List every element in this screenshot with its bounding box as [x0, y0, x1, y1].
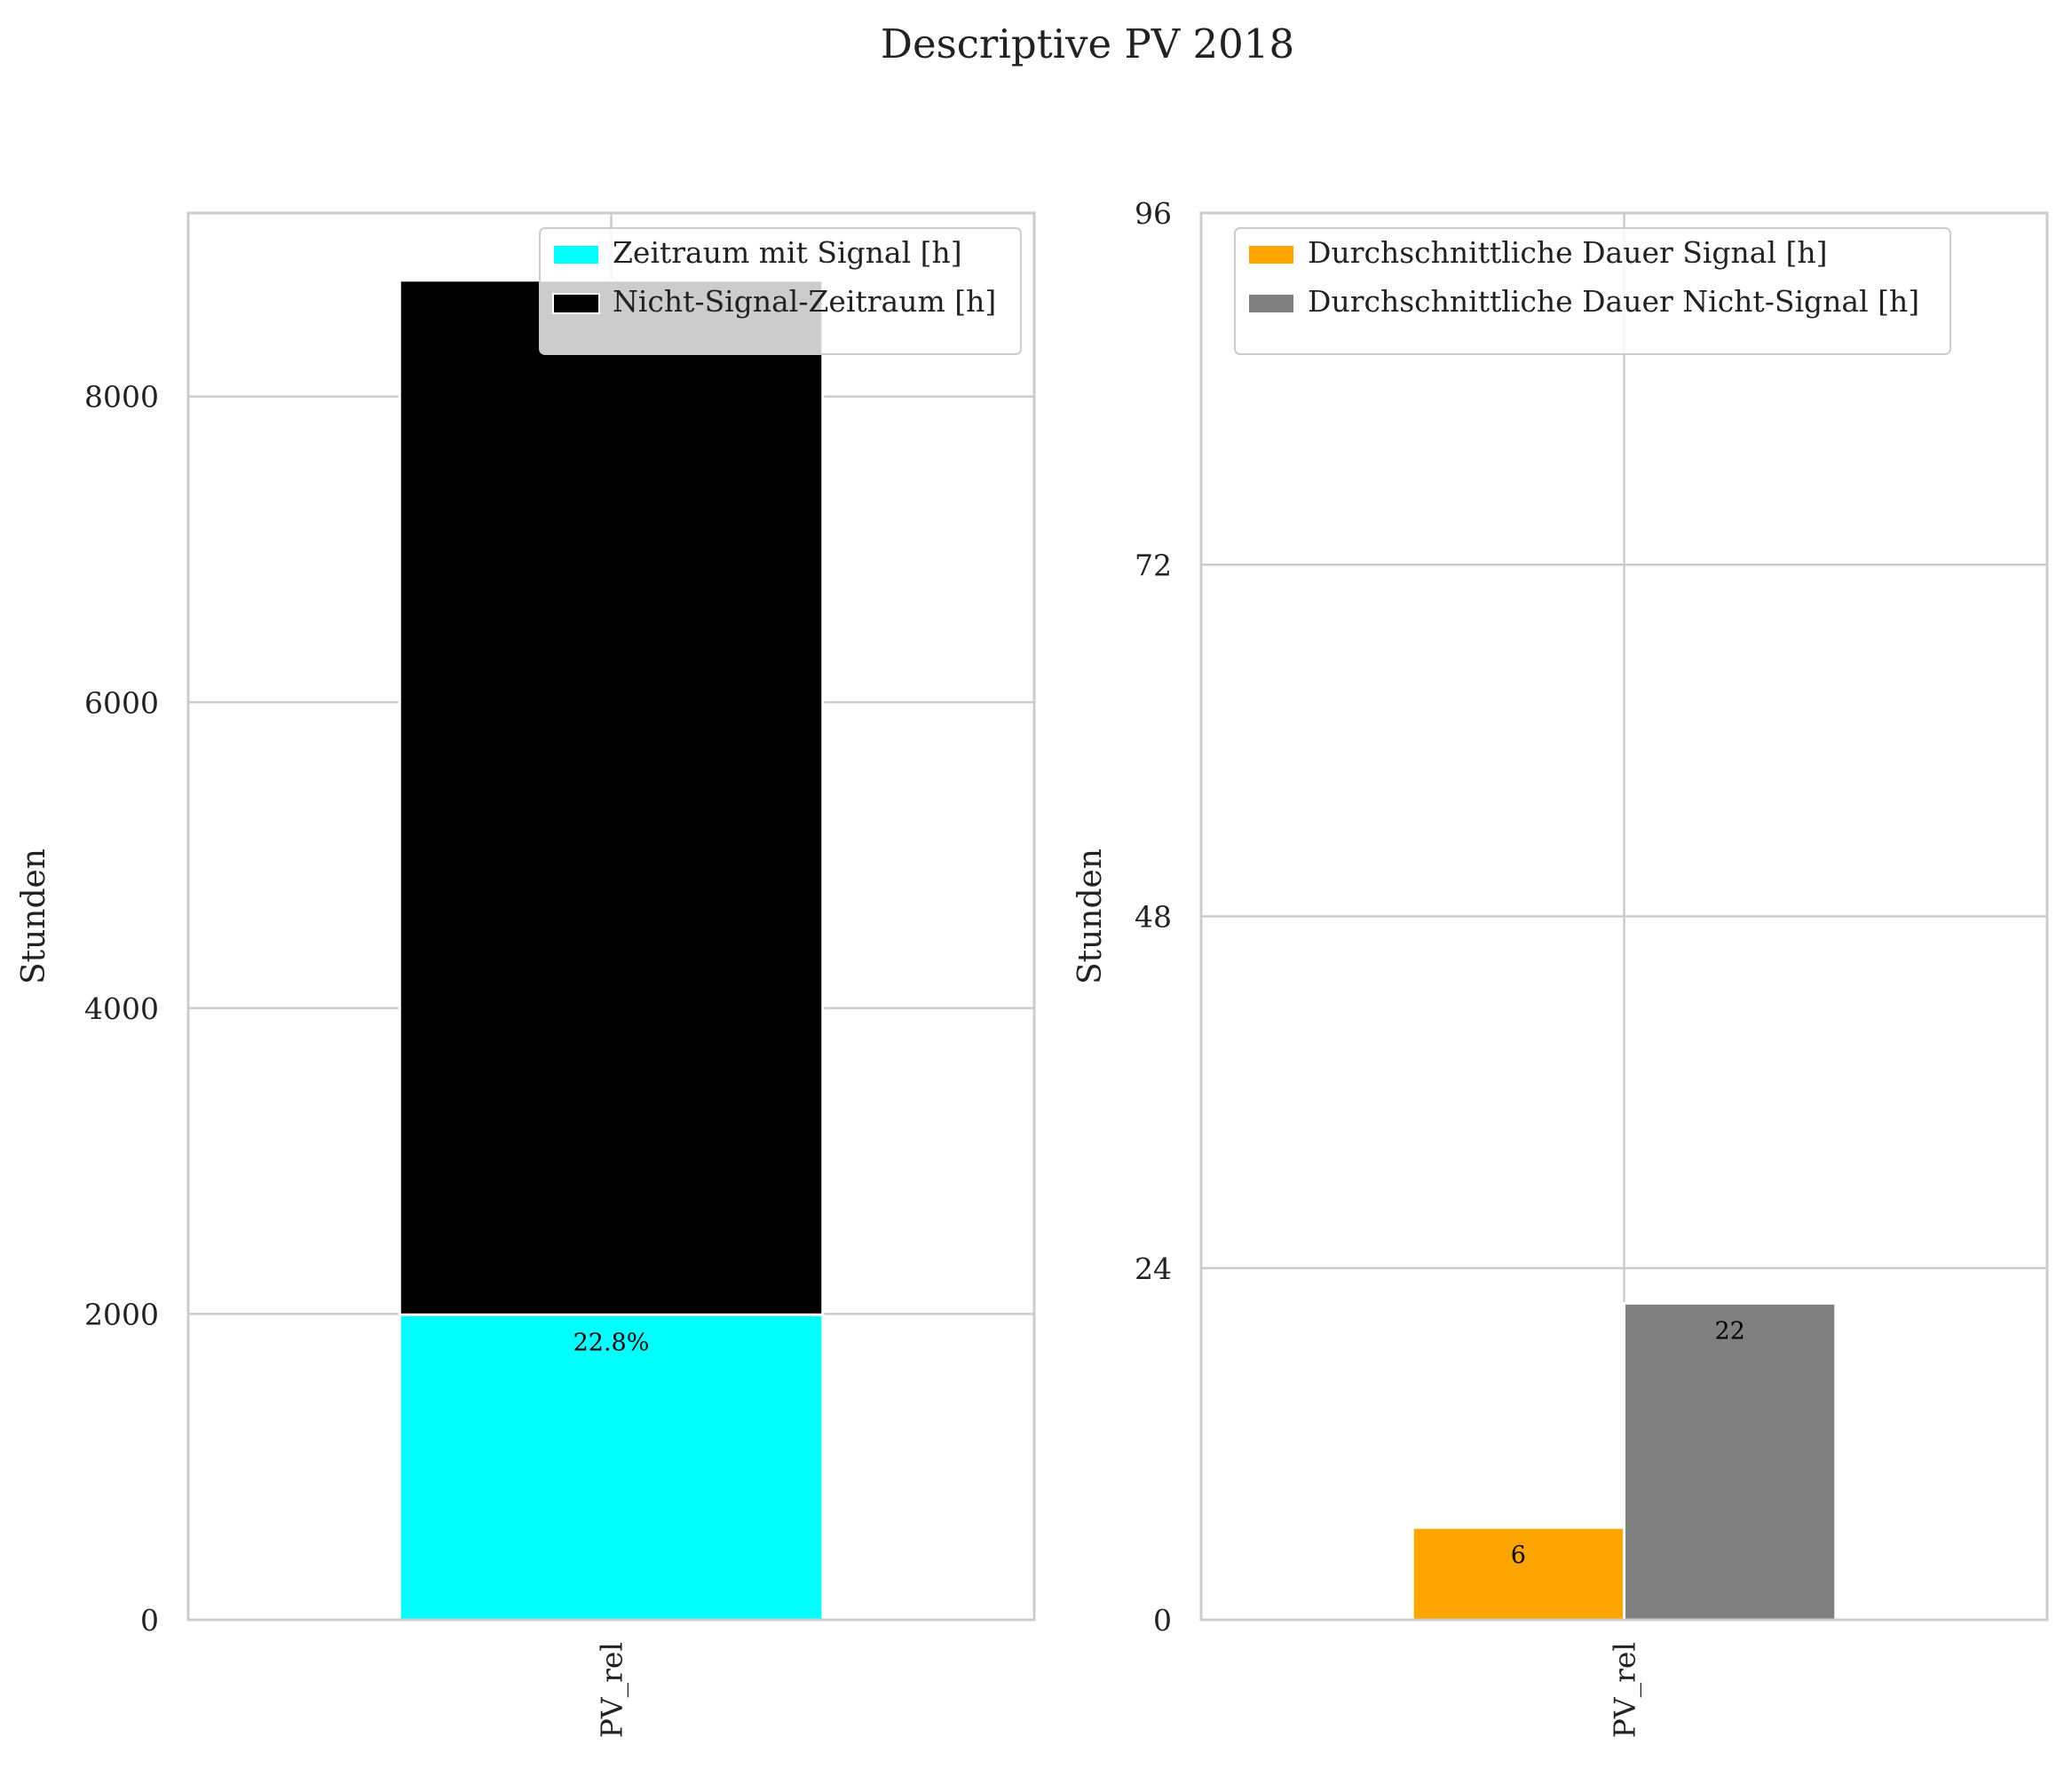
x-tick-label: PV_rel [1608, 1642, 1643, 1738]
y-axis-label: Stunden [16, 849, 52, 984]
legend-label: Zeitraum mit Signal [h] [613, 235, 962, 270]
stacked-bar-chart: 0 2000 4000 6000 8000 22.8% PV_rel Stunden Zeitr… [16, 211, 1036, 1738]
legend-box [1234, 227, 1951, 355]
y-tick-label: 2000 [84, 1297, 159, 1331]
bar [1623, 1301, 1838, 1622]
axes-frame [1199, 211, 2049, 1622]
y-tick-label: 72 [1135, 548, 1172, 582]
bar-segment [398, 1313, 825, 1622]
bar-data-label: 6 [1511, 1542, 1526, 1569]
legend-label: Durchschnittliche Dauer Nicht-Signal [h] [1308, 284, 1919, 319]
legend-swatch [552, 293, 600, 314]
y-tick-label: 8000 [84, 380, 159, 414]
legend-swatch [552, 244, 600, 265]
legend: Zeitraum mit Signal [h] Nicht-Signal-Zeit… [539, 227, 1022, 355]
y-tick-label: 24 [1135, 1251, 1172, 1286]
y-tick-label: 48 [1135, 900, 1172, 935]
legend-label: Durchschnittliche Dauer Signal [h] [1308, 235, 1828, 270]
y-tick-label: 96 [1135, 196, 1172, 231]
legend-swatch [1247, 244, 1295, 265]
y-tick-label: 0 [140, 1603, 159, 1638]
bar-segment [398, 279, 825, 1316]
y-tick-label: 6000 [84, 685, 159, 720]
legend-label: Nicht-Signal-Zeitraum [h] [613, 284, 996, 319]
legend-swatch [1247, 293, 1295, 314]
y-axis-label: Stunden [1072, 849, 1109, 984]
legend-box [539, 227, 1022, 355]
figure-title: Descriptive PV 2018 [881, 20, 1294, 67]
bar-data-label: 22.8% [573, 1329, 650, 1356]
bar [1411, 1526, 1625, 1622]
x-tick-label: PV_rel [595, 1642, 630, 1738]
axes-frame [186, 211, 1036, 1622]
bar-data-label: 22 [1714, 1317, 1744, 1345]
y-tick-label: 4000 [84, 991, 159, 1026]
legend: Durchschnittliche Dauer Signal [h] Durchs… [1234, 227, 1951, 355]
grouped-bar-chart: 0 24 48 72 96 6 22 PV_rel Stunden Durchschnittlic… [1072, 196, 2049, 1738]
y-tick-label: 0 [1153, 1603, 1172, 1638]
